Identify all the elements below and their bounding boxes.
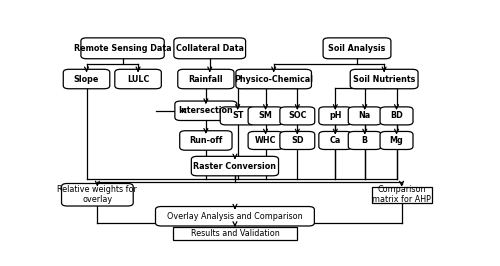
FancyBboxPatch shape xyxy=(348,131,381,149)
Text: BD: BD xyxy=(390,111,403,120)
FancyBboxPatch shape xyxy=(323,38,391,59)
Text: Na: Na xyxy=(358,111,371,120)
FancyBboxPatch shape xyxy=(236,69,312,89)
Text: Ca: Ca xyxy=(330,136,341,145)
FancyBboxPatch shape xyxy=(280,107,315,125)
Text: ST: ST xyxy=(232,111,243,120)
Text: Slope: Slope xyxy=(74,74,99,84)
Text: Mg: Mg xyxy=(390,136,404,145)
FancyBboxPatch shape xyxy=(248,107,283,125)
Text: SD: SD xyxy=(291,136,304,145)
FancyBboxPatch shape xyxy=(319,131,352,149)
FancyBboxPatch shape xyxy=(220,107,255,125)
Text: Raster Conversion: Raster Conversion xyxy=(194,161,276,171)
Text: Overlay Analysis and Comparison: Overlay Analysis and Comparison xyxy=(167,212,303,221)
FancyBboxPatch shape xyxy=(175,101,237,120)
FancyBboxPatch shape xyxy=(348,107,381,125)
Text: Relative weights for
overlay: Relative weights for overlay xyxy=(58,185,138,205)
Text: LULC: LULC xyxy=(127,74,149,84)
Text: Physico-Chemical: Physico-Chemical xyxy=(234,74,313,84)
FancyBboxPatch shape xyxy=(115,69,162,89)
Text: WHC: WHC xyxy=(255,136,276,145)
FancyBboxPatch shape xyxy=(180,131,232,150)
Text: pH: pH xyxy=(329,111,342,120)
FancyBboxPatch shape xyxy=(178,69,234,89)
Text: Results and Validation: Results and Validation xyxy=(190,229,280,238)
FancyBboxPatch shape xyxy=(156,206,314,226)
FancyBboxPatch shape xyxy=(380,107,413,125)
Text: Rainfall: Rainfall xyxy=(188,74,223,84)
Text: Soil Analysis: Soil Analysis xyxy=(328,44,386,53)
FancyBboxPatch shape xyxy=(81,38,164,59)
Text: Remote Sensing Data: Remote Sensing Data xyxy=(74,44,172,53)
FancyBboxPatch shape xyxy=(372,186,432,203)
FancyBboxPatch shape xyxy=(192,156,278,176)
FancyBboxPatch shape xyxy=(350,69,418,89)
FancyBboxPatch shape xyxy=(173,227,297,240)
FancyBboxPatch shape xyxy=(319,107,352,125)
FancyBboxPatch shape xyxy=(62,184,133,206)
FancyBboxPatch shape xyxy=(280,131,315,149)
Text: Collateral Data: Collateral Data xyxy=(176,44,244,53)
Text: Comparison
matrix for AHP: Comparison matrix for AHP xyxy=(372,185,431,205)
Text: SM: SM xyxy=(258,111,272,120)
Text: Intersection: Intersection xyxy=(178,106,233,115)
FancyBboxPatch shape xyxy=(174,38,246,59)
Text: Run-off: Run-off xyxy=(189,136,222,145)
Text: SOC: SOC xyxy=(288,111,306,120)
FancyBboxPatch shape xyxy=(64,69,110,89)
Text: B: B xyxy=(362,136,368,145)
Text: Soil Nutrients: Soil Nutrients xyxy=(353,74,416,84)
FancyBboxPatch shape xyxy=(380,131,413,149)
FancyBboxPatch shape xyxy=(248,131,283,149)
